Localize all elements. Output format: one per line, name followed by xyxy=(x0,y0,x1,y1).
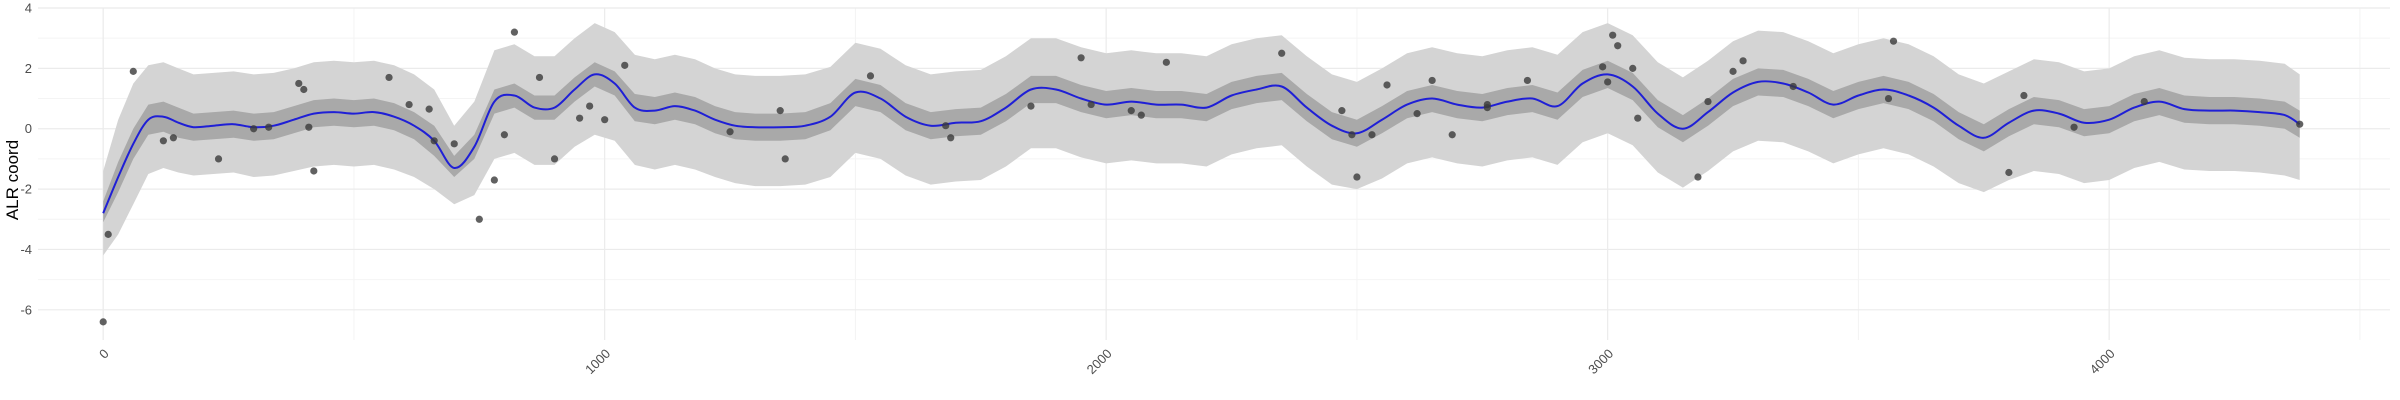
data-point xyxy=(1087,100,1095,109)
data-point xyxy=(576,114,584,122)
data-point xyxy=(776,107,784,115)
data-point xyxy=(1027,102,1035,110)
data-point xyxy=(1483,104,1491,112)
data-point xyxy=(425,105,433,113)
data-point xyxy=(295,79,303,88)
data-point xyxy=(1523,76,1532,85)
data-point xyxy=(1614,42,1622,50)
data-point xyxy=(1348,131,1356,139)
data-point xyxy=(250,125,258,133)
data-point xyxy=(1368,131,1376,139)
data-point xyxy=(1609,31,1617,39)
data-point xyxy=(1127,107,1135,115)
data-point xyxy=(866,72,875,80)
data-point xyxy=(1694,173,1702,181)
y-tick-label: 0 xyxy=(25,121,32,136)
data-point xyxy=(305,123,313,131)
data-point xyxy=(2140,97,2148,106)
data-point xyxy=(2070,123,2078,131)
data-point xyxy=(510,28,519,36)
data-point xyxy=(781,155,789,163)
data-point xyxy=(1413,110,1421,118)
data-point xyxy=(1353,173,1361,181)
data-point xyxy=(1789,82,1797,91)
x-tick-labels: 0 1000 2000 3000 4000 xyxy=(96,346,2118,377)
y-tick-label: 4 xyxy=(25,1,32,16)
data-point xyxy=(601,116,609,124)
data-point xyxy=(1739,57,1747,65)
data-point xyxy=(490,176,498,184)
data-point xyxy=(726,128,734,136)
data-point xyxy=(550,155,559,163)
inner-confidence-band xyxy=(103,60,2300,223)
y-tick-label: -4 xyxy=(20,242,32,257)
data-point xyxy=(159,137,167,145)
y-tick-labels: -6 -4 -2 0 2 4 xyxy=(20,1,32,318)
data-point xyxy=(1884,94,1893,103)
y-axis-title: ALR coord xyxy=(3,140,22,220)
data-point xyxy=(405,100,413,109)
mean-line xyxy=(102,73,2301,214)
data-point xyxy=(2296,120,2304,128)
data-point xyxy=(500,131,508,139)
data-point xyxy=(1278,49,1286,57)
data-point xyxy=(1704,97,1712,106)
data-point xyxy=(1077,54,1085,62)
data-point xyxy=(1338,107,1346,115)
data-point xyxy=(214,155,223,163)
data-point xyxy=(1604,78,1612,86)
y-tick-label: 2 xyxy=(25,61,32,76)
x-tick-label: 3000 xyxy=(1585,346,1616,377)
data-point xyxy=(535,73,544,82)
data-point xyxy=(1162,58,1170,66)
data-point xyxy=(104,230,112,238)
data-point xyxy=(1428,76,1436,85)
x-tick-label: 0 xyxy=(96,346,112,362)
y-tick-label: -2 xyxy=(20,182,32,197)
data-point xyxy=(1634,114,1642,122)
data-point xyxy=(1448,131,1456,139)
data-point xyxy=(129,67,137,75)
data-point xyxy=(300,85,308,94)
data-point xyxy=(1137,111,1145,119)
y-tick-label: -6 xyxy=(20,302,32,317)
data-point xyxy=(1629,64,1637,72)
data-point xyxy=(430,137,438,145)
data-point xyxy=(586,102,594,110)
data-point xyxy=(265,123,273,131)
data-point xyxy=(1889,37,1898,45)
x-tick-label: 1000 xyxy=(582,346,613,377)
x-tick-label: 4000 xyxy=(2087,346,2118,377)
data-point xyxy=(621,61,629,69)
data-point xyxy=(475,215,483,223)
data-point xyxy=(450,140,458,148)
data-point xyxy=(2005,168,2013,177)
data-point xyxy=(169,134,178,142)
data-point xyxy=(2020,91,2028,100)
data-point xyxy=(942,122,950,130)
data-point xyxy=(385,73,393,82)
data-point xyxy=(310,167,318,175)
data-point xyxy=(1383,81,1391,89)
data-point xyxy=(1729,67,1737,75)
data-point xyxy=(99,318,107,326)
x-tick-label: 2000 xyxy=(1084,346,1115,377)
data-points xyxy=(99,28,2304,326)
data-point xyxy=(1599,63,1607,71)
data-point xyxy=(947,134,955,142)
